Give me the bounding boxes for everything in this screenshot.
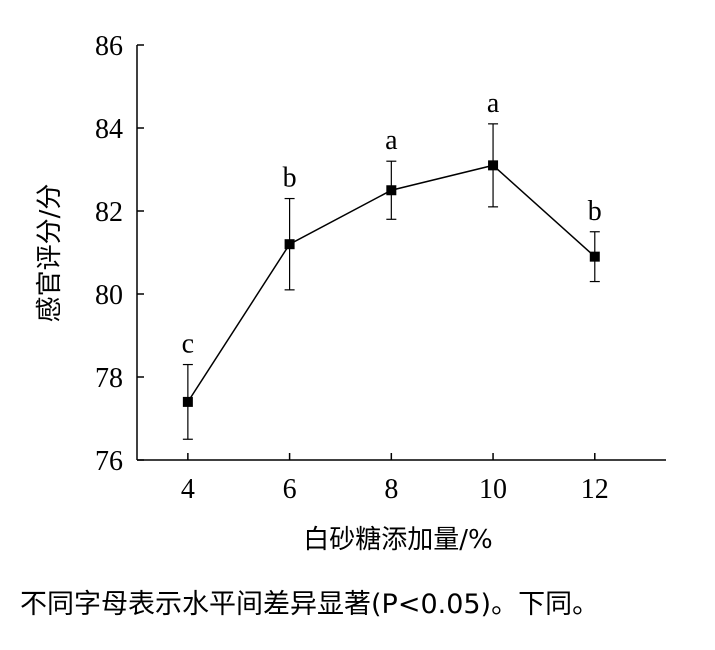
- y-axis-label: 感官评分/分: [35, 184, 65, 323]
- data-point: [182, 396, 193, 407]
- significance-label: c: [182, 329, 194, 360]
- significance-label: b: [283, 163, 297, 194]
- significance-label: a: [487, 88, 500, 119]
- chart: 76 78 80 82 84 86 4 6 8 10 12 c b a a b 白砂糖添加量/% 感官评分…: [35, 31, 666, 555]
- y-tick-label: 80: [95, 280, 123, 311]
- data-point: [488, 160, 499, 171]
- x-tick-label: 6: [283, 474, 297, 505]
- y-ticks: 76 78 80 82 84 86: [95, 31, 144, 477]
- y-tick-label: 76: [95, 446, 123, 477]
- data-point: [589, 251, 600, 262]
- figure-caption: 不同字母表示水平间差异显著(P<0.05)。下同。: [20, 589, 600, 620]
- series: c b a a b: [182, 88, 602, 440]
- y-tick-label: 82: [95, 197, 123, 228]
- data-point: [284, 239, 295, 250]
- y-tick-label: 78: [95, 363, 123, 394]
- data-point: [386, 185, 397, 196]
- x-tick-label: 8: [384, 474, 398, 505]
- axes: [136, 45, 666, 461]
- y-tick-label: 84: [95, 114, 123, 145]
- x-axis-label: 白砂糖添加量/%: [303, 525, 492, 555]
- x-ticks: 4 6 8 10 12: [181, 453, 609, 505]
- x-tick-label: 4: [181, 474, 195, 505]
- significance-label: b: [588, 196, 602, 227]
- y-tick-label: 86: [95, 31, 123, 62]
- significance-label: a: [385, 125, 398, 156]
- x-tick-label: 12: [581, 474, 609, 505]
- x-tick-label: 10: [479, 474, 507, 505]
